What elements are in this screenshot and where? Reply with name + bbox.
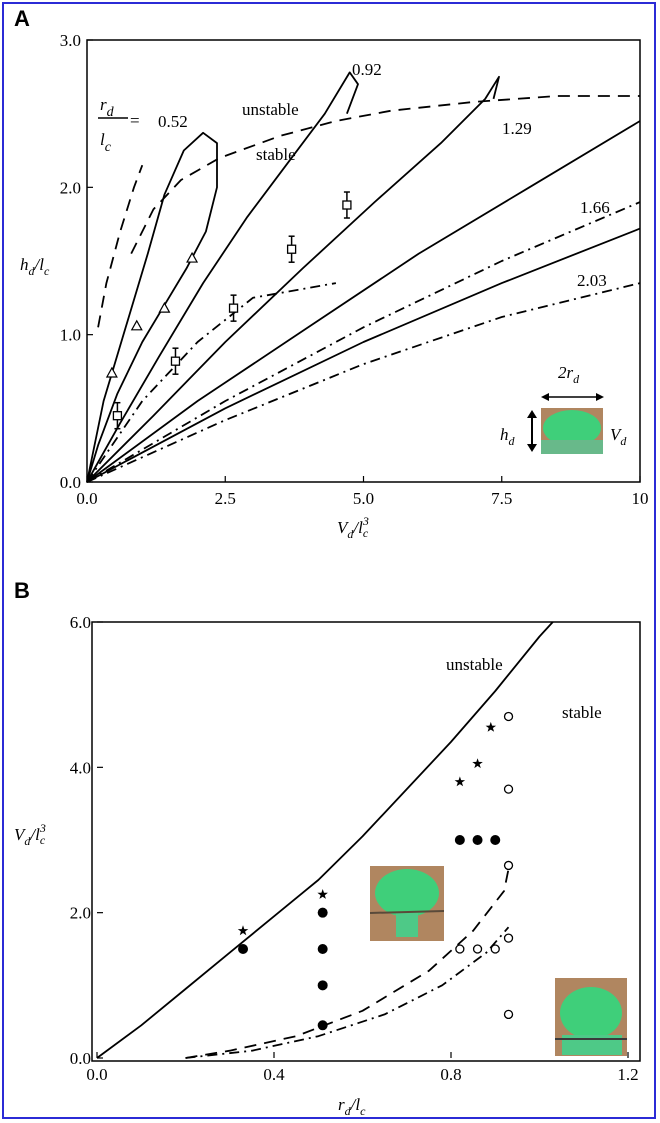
- panel-a-curve-dashed-5: [130, 95, 640, 255]
- panel-b-chart: 0.0 0.4 0.8 1.2 0.0 2.0 4.0 6.0: [70, 613, 639, 1084]
- panel-a-square-marker: [342, 200, 352, 210]
- panel-a-curve-solid-4: [86, 227, 641, 483]
- stable-label-a: stable: [256, 145, 296, 164]
- panel-a-inset: 2rd hd Vd: [500, 363, 627, 454]
- panel-b-open-circle-marker: [503, 1009, 514, 1020]
- panel-b-open-circle-marker: [455, 944, 465, 954]
- panel-a-square-marker: [112, 411, 123, 421]
- panel-b-open-circle-marker: [490, 944, 500, 954]
- inset-2rd-label: 2rd: [558, 363, 580, 386]
- panel-b-ytick-label: 0.0: [70, 1049, 91, 1068]
- panel-a-xtick-label: 2.5: [215, 489, 236, 508]
- panel-b-filled-circle-marker: [317, 907, 328, 918]
- stable-label-b: stable: [562, 703, 602, 722]
- svg-text:Vd/l3c: Vd/l3 c: [14, 821, 46, 848]
- panel-a-square-marker: [228, 303, 239, 313]
- curve-label-1-66: 1.66: [580, 198, 610, 217]
- unstable-label-b: unstable: [446, 655, 503, 674]
- panel-a-ylabel: hd/lc: [20, 255, 50, 278]
- panel-a-curve-dashed-6: [97, 164, 144, 328]
- panel-a-triangle-marker: [130, 319, 143, 331]
- panel-a-triangle-marker: [158, 301, 171, 313]
- panel-b-ytick-label: 4.0: [70, 758, 91, 777]
- panel-b-star-marker: [317, 889, 328, 899]
- panel-b-xtick-label: 0.4: [263, 1065, 285, 1084]
- svg-text:rd: rd: [100, 95, 115, 120]
- panel-a-ytick-label: 1.0: [60, 326, 81, 345]
- panel-a-curve-solid-1: [86, 71, 359, 483]
- panel-b-filled-circle-marker: [490, 835, 501, 845]
- panel-b-star-marker: [472, 758, 483, 769]
- panel-b-open-circle-marker: [472, 944, 483, 954]
- panel-label-b: B: [14, 578, 30, 603]
- panel-a-legend-param: rd lc =: [98, 95, 140, 155]
- curve-label-1-29: 1.29: [502, 119, 532, 138]
- panel-b-ytick-label: 2.0: [70, 904, 91, 923]
- inset-hd-label: hd: [500, 425, 516, 448]
- panel-a-square-marker: [170, 356, 181, 366]
- panel-a-curve-dotdash-8: [86, 201, 641, 483]
- curve-label-0-92: 0.92: [352, 60, 382, 79]
- panel-a-curve-solid-2: [86, 75, 500, 483]
- inset-vd-label: Vd: [610, 425, 627, 448]
- panel-a-xlabel: Vd/l3 c: [337, 514, 369, 541]
- svg-text:=: =: [130, 111, 140, 130]
- panel-b-xlabel: rd/lc: [338, 1095, 366, 1118]
- panel-a-curve-dotdash-7: [86, 282, 337, 483]
- svg-text:rd/lc: rd/lc: [338, 1095, 366, 1118]
- panel-b-filled-circle-marker: [472, 835, 483, 845]
- panel-a-curve-solid-3: [86, 120, 641, 483]
- panel-a-triangle-marker: [186, 251, 199, 263]
- panel-a-xtick-label: 0.0: [76, 489, 97, 508]
- panel-a-xtick-label: 5.0: [353, 489, 374, 508]
- panel-b-open-circle-marker: [503, 933, 514, 943]
- unstable-label-a: unstable: [242, 100, 299, 119]
- panel-label-a: A: [14, 6, 30, 31]
- svg-text:lc: lc: [100, 130, 112, 155]
- panel-b-open-circle-marker: [503, 711, 514, 722]
- panel-a-curve-solid-0: [86, 131, 218, 483]
- panel-b-inset-2: [555, 978, 627, 1056]
- svg-text:hd/lc: hd/lc: [20, 255, 50, 278]
- panel-b-curve-solid-0: [96, 621, 554, 1059]
- panel-a-xtick-label: 7.5: [491, 489, 512, 508]
- panel-b-star-marker: [485, 721, 497, 732]
- panel-b-filled-circle-marker: [317, 944, 328, 954]
- panel-b-filled-circle-marker: [454, 835, 465, 845]
- panel-a-xtick-label: 10: [632, 489, 649, 508]
- curve-label-2-03: 2.03: [577, 271, 607, 290]
- panel-b-star-marker: [237, 925, 249, 936]
- panel-a-chart: 0.0 2.5 5.0 7.5 10 0.0 1.0 2.0 3.0: [60, 31, 649, 508]
- panel-b-ylabel: Vd/l3 c: [14, 821, 46, 848]
- panel-b-curve-dotdash-2: [185, 926, 510, 1059]
- panel-b-ytick-label: 6.0: [70, 613, 91, 632]
- panel-a-triangle-marker: [105, 366, 118, 378]
- panel-a-ytick-label: 3.0: [60, 31, 81, 50]
- panel-b-curve-dashed-1: [185, 868, 510, 1059]
- panel-b-filled-circle-marker: [317, 980, 328, 991]
- panel-b-filled-circle-marker: [238, 944, 249, 954]
- panel-a-ytick-label: 2.0: [60, 178, 81, 197]
- panel-b-inset-1: [369, 866, 445, 941]
- curve-label-0-52: 0.52: [158, 112, 188, 131]
- panel-b-open-circle-marker: [503, 784, 514, 794]
- panel-b-xtick-label: 0.8: [440, 1065, 461, 1084]
- panel-b-open-circle-marker: [503, 860, 514, 871]
- panel-b-xtick-label: 1.2: [617, 1065, 638, 1084]
- panel-a-ytick-label: 0.0: [60, 473, 81, 492]
- svg-text:Vd/l3c: Vd/l3 c: [337, 514, 369, 541]
- panel-b-star-marker: [454, 776, 466, 787]
- panel-b-filled-circle-marker: [317, 1020, 328, 1031]
- panel-b-xtick-label: 0.0: [86, 1065, 107, 1084]
- panel-b-plot-area: [91, 621, 641, 1062]
- panel-a-square-marker: [286, 244, 297, 254]
